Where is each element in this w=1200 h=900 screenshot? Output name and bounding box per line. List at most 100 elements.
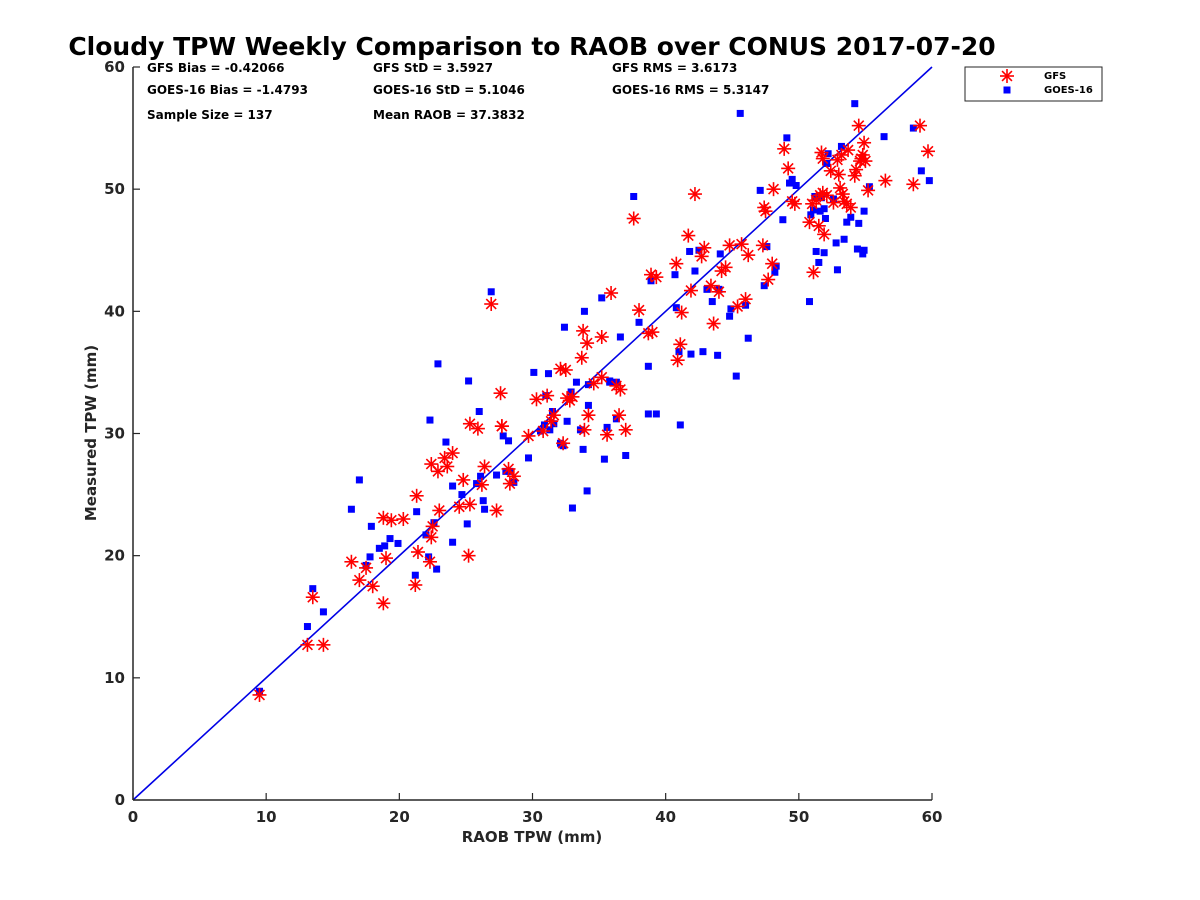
gfs-point xyxy=(484,297,499,312)
gfs-point xyxy=(365,579,380,594)
goes16-point xyxy=(644,410,652,418)
y-axis-ticks: 0 10 20 30 40 50 60 xyxy=(104,58,140,809)
goes16-point xyxy=(807,211,815,219)
gfs-point xyxy=(430,464,445,479)
goes16-point xyxy=(644,362,652,370)
goes16-point xyxy=(319,608,327,616)
gfs-point xyxy=(546,408,561,423)
goes16-point xyxy=(465,377,473,385)
gfs-point xyxy=(316,637,331,652)
goes16-point xyxy=(788,175,796,183)
gfs-point xyxy=(669,256,684,271)
goes16-point xyxy=(622,451,630,459)
gfs-point xyxy=(711,284,726,299)
goes16-point xyxy=(567,388,575,396)
goes16-point xyxy=(672,304,680,312)
goes16-point xyxy=(477,472,485,480)
goes16-point xyxy=(691,267,699,275)
goes16-point xyxy=(493,471,501,479)
stat-sample-size: Sample Size = 137 xyxy=(147,108,273,122)
goes16-point xyxy=(917,167,925,175)
gfs-point xyxy=(834,147,849,162)
gfs-point xyxy=(765,256,780,271)
goes16-point xyxy=(394,539,402,547)
gfs-point xyxy=(437,450,452,465)
goes16-point xyxy=(840,235,848,243)
x-tick-label: 60 xyxy=(922,808,943,826)
goes16-point xyxy=(347,505,355,513)
gfs-point xyxy=(558,362,573,377)
goes16-point xyxy=(832,239,840,247)
goes16-point xyxy=(473,480,481,488)
gfs-point xyxy=(494,419,509,434)
goes16-point xyxy=(367,522,375,530)
goes16-point xyxy=(426,416,434,424)
gfs-point xyxy=(344,554,359,569)
gfs-point xyxy=(529,392,544,407)
gfs-point xyxy=(577,422,592,437)
goes16-point xyxy=(859,250,867,258)
legend-gfs-label: GFS xyxy=(1044,71,1066,82)
goes16-point xyxy=(584,381,592,389)
y-axis-label: Measured TPW (mm) xyxy=(82,345,100,521)
goes16-point xyxy=(548,408,556,416)
gfs-point xyxy=(758,204,773,219)
gfs-point xyxy=(683,283,698,298)
gfs-point xyxy=(921,144,936,159)
gfs-point xyxy=(878,173,893,188)
one-to-one-line xyxy=(132,66,933,801)
goes16-point xyxy=(853,245,861,253)
gfs-point xyxy=(755,238,770,253)
goes16-point xyxy=(458,491,466,499)
goes16-point xyxy=(583,487,591,495)
goes16-point xyxy=(783,134,791,142)
gfs-point xyxy=(594,370,609,385)
goes16-point xyxy=(386,535,394,543)
gfs-point xyxy=(300,637,315,652)
goes16-point xyxy=(676,421,684,429)
goes16-point xyxy=(568,504,576,512)
goes16-point xyxy=(572,378,580,386)
stat-gfs-rms: GFS RMS = 3.6173 xyxy=(612,61,737,75)
goes16-point xyxy=(580,307,588,315)
goes16-point xyxy=(449,482,457,490)
goes16-point xyxy=(772,262,780,270)
gfs-point xyxy=(811,218,826,233)
gfs-point xyxy=(632,303,647,318)
gfs-point xyxy=(766,182,781,197)
goes16-point xyxy=(821,214,829,222)
goes16-point xyxy=(309,585,317,593)
gfs-point xyxy=(600,427,615,442)
gfs-point xyxy=(626,211,641,226)
x-tick-label: 0 xyxy=(128,808,138,826)
gfs-point xyxy=(452,499,467,514)
stat-goes-bias: GOES-16 Bias = -1.4793 xyxy=(147,83,308,97)
gfs-point xyxy=(445,446,460,461)
goes16-point xyxy=(687,350,695,358)
gfs-point xyxy=(493,386,508,401)
gfs-point xyxy=(681,228,696,243)
stat-gfs-bias: GFS Bias = -0.42066 xyxy=(147,61,284,75)
gfs-point xyxy=(594,329,609,344)
gfs-point xyxy=(586,376,601,391)
y-tick-label: 60 xyxy=(104,58,125,76)
gfs-point xyxy=(913,118,928,133)
x-axis-ticks: 0 10 20 30 40 50 60 xyxy=(128,793,943,826)
gfs-point xyxy=(461,548,476,563)
goes16-point xyxy=(303,623,311,631)
legend-box xyxy=(964,66,1103,102)
gfs-point xyxy=(352,573,367,588)
goes16-point xyxy=(820,205,828,213)
gfs-point xyxy=(618,422,633,437)
gfs-point xyxy=(580,336,595,351)
y-tick-label: 20 xyxy=(104,547,125,565)
goes16-point xyxy=(847,213,855,221)
gfs-point xyxy=(422,554,437,569)
gfs-point xyxy=(777,141,792,156)
gfs-point xyxy=(581,408,596,423)
goes16-point xyxy=(716,250,724,258)
gfs-point xyxy=(477,459,492,474)
goes16-point xyxy=(425,553,433,561)
legend-goes16-symbol xyxy=(1003,86,1011,94)
